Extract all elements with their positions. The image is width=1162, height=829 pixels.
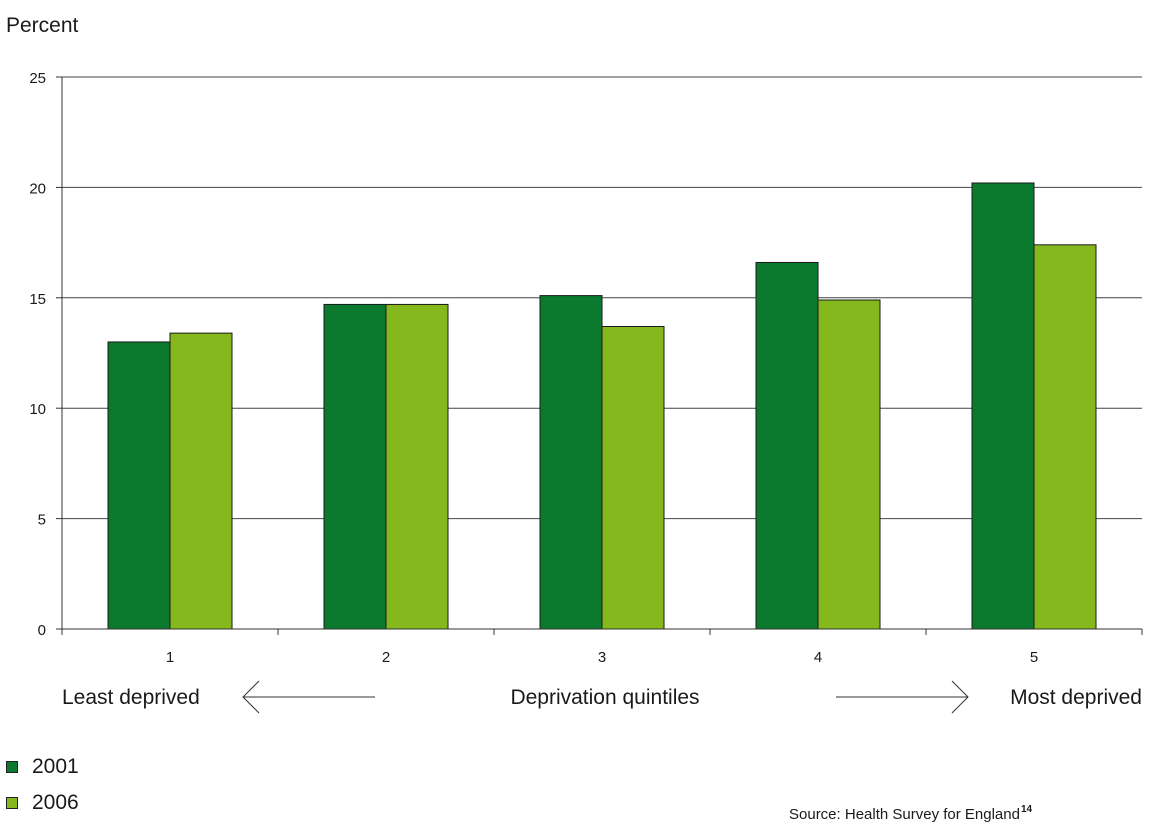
bar-2006-q1: [169, 332, 233, 630]
bar-2001-q1: [107, 341, 171, 630]
bar-2006-q3: [601, 326, 665, 630]
x-tick-label-3: 3: [598, 649, 606, 666]
source-footnote-ref: 14: [1020, 804, 1033, 815]
x-tick-label-2: 2: [382, 649, 390, 666]
legend-swatch-2001: [6, 761, 18, 773]
legend-label-2001: 2001: [32, 755, 79, 778]
legend-swatch-2006: [6, 797, 18, 809]
legend-item-2001: 2001: [6, 755, 79, 778]
x-tick-label-1: 1: [166, 649, 174, 666]
right-arrow-icon: [836, 680, 969, 714]
y-tick-label-15: 15: [29, 291, 46, 308]
legend: 2001 2006: [6, 755, 79, 829]
bar-2006-q2: [385, 303, 449, 630]
source-note: Source: Health Survey for England14: [789, 804, 1032, 823]
deprivation-quintiles-label: Deprivation quintiles: [510, 686, 699, 709]
bar-2001-q4: [755, 261, 819, 630]
bar-2006-q5: [1033, 244, 1097, 630]
bar-2001-q3: [539, 295, 603, 630]
most-deprived-label: Most deprived: [1010, 686, 1142, 709]
tick-labels: 0 5 10 15 20 25 1 2 3 4 5: [29, 70, 1038, 666]
left-arrow-icon: [242, 680, 375, 714]
bar-2001-q5: [971, 182, 1035, 630]
axes: [61, 77, 1143, 635]
y-tick-label-25: 25: [29, 70, 46, 87]
y-tick-label-0: 0: [38, 622, 46, 639]
y-tick-label-10: 10: [29, 401, 46, 418]
x-tick-label-4: 4: [814, 649, 822, 666]
y-axis-title: Percent: [6, 14, 79, 37]
y-tick-label-5: 5: [38, 512, 46, 529]
source-text: Source: Health Survey for England: [789, 806, 1020, 823]
bar-2001-q2: [323, 303, 387, 630]
least-deprived-label: Least deprived: [62, 686, 200, 709]
x-tick-label-5: 5: [1030, 649, 1038, 666]
y-tick-label-20: 20: [29, 180, 46, 197]
bars: [107, 182, 1097, 630]
bar-2006-q4: [817, 299, 881, 630]
legend-item-2006: 2006: [6, 791, 79, 814]
legend-label-2006: 2006: [32, 791, 79, 814]
